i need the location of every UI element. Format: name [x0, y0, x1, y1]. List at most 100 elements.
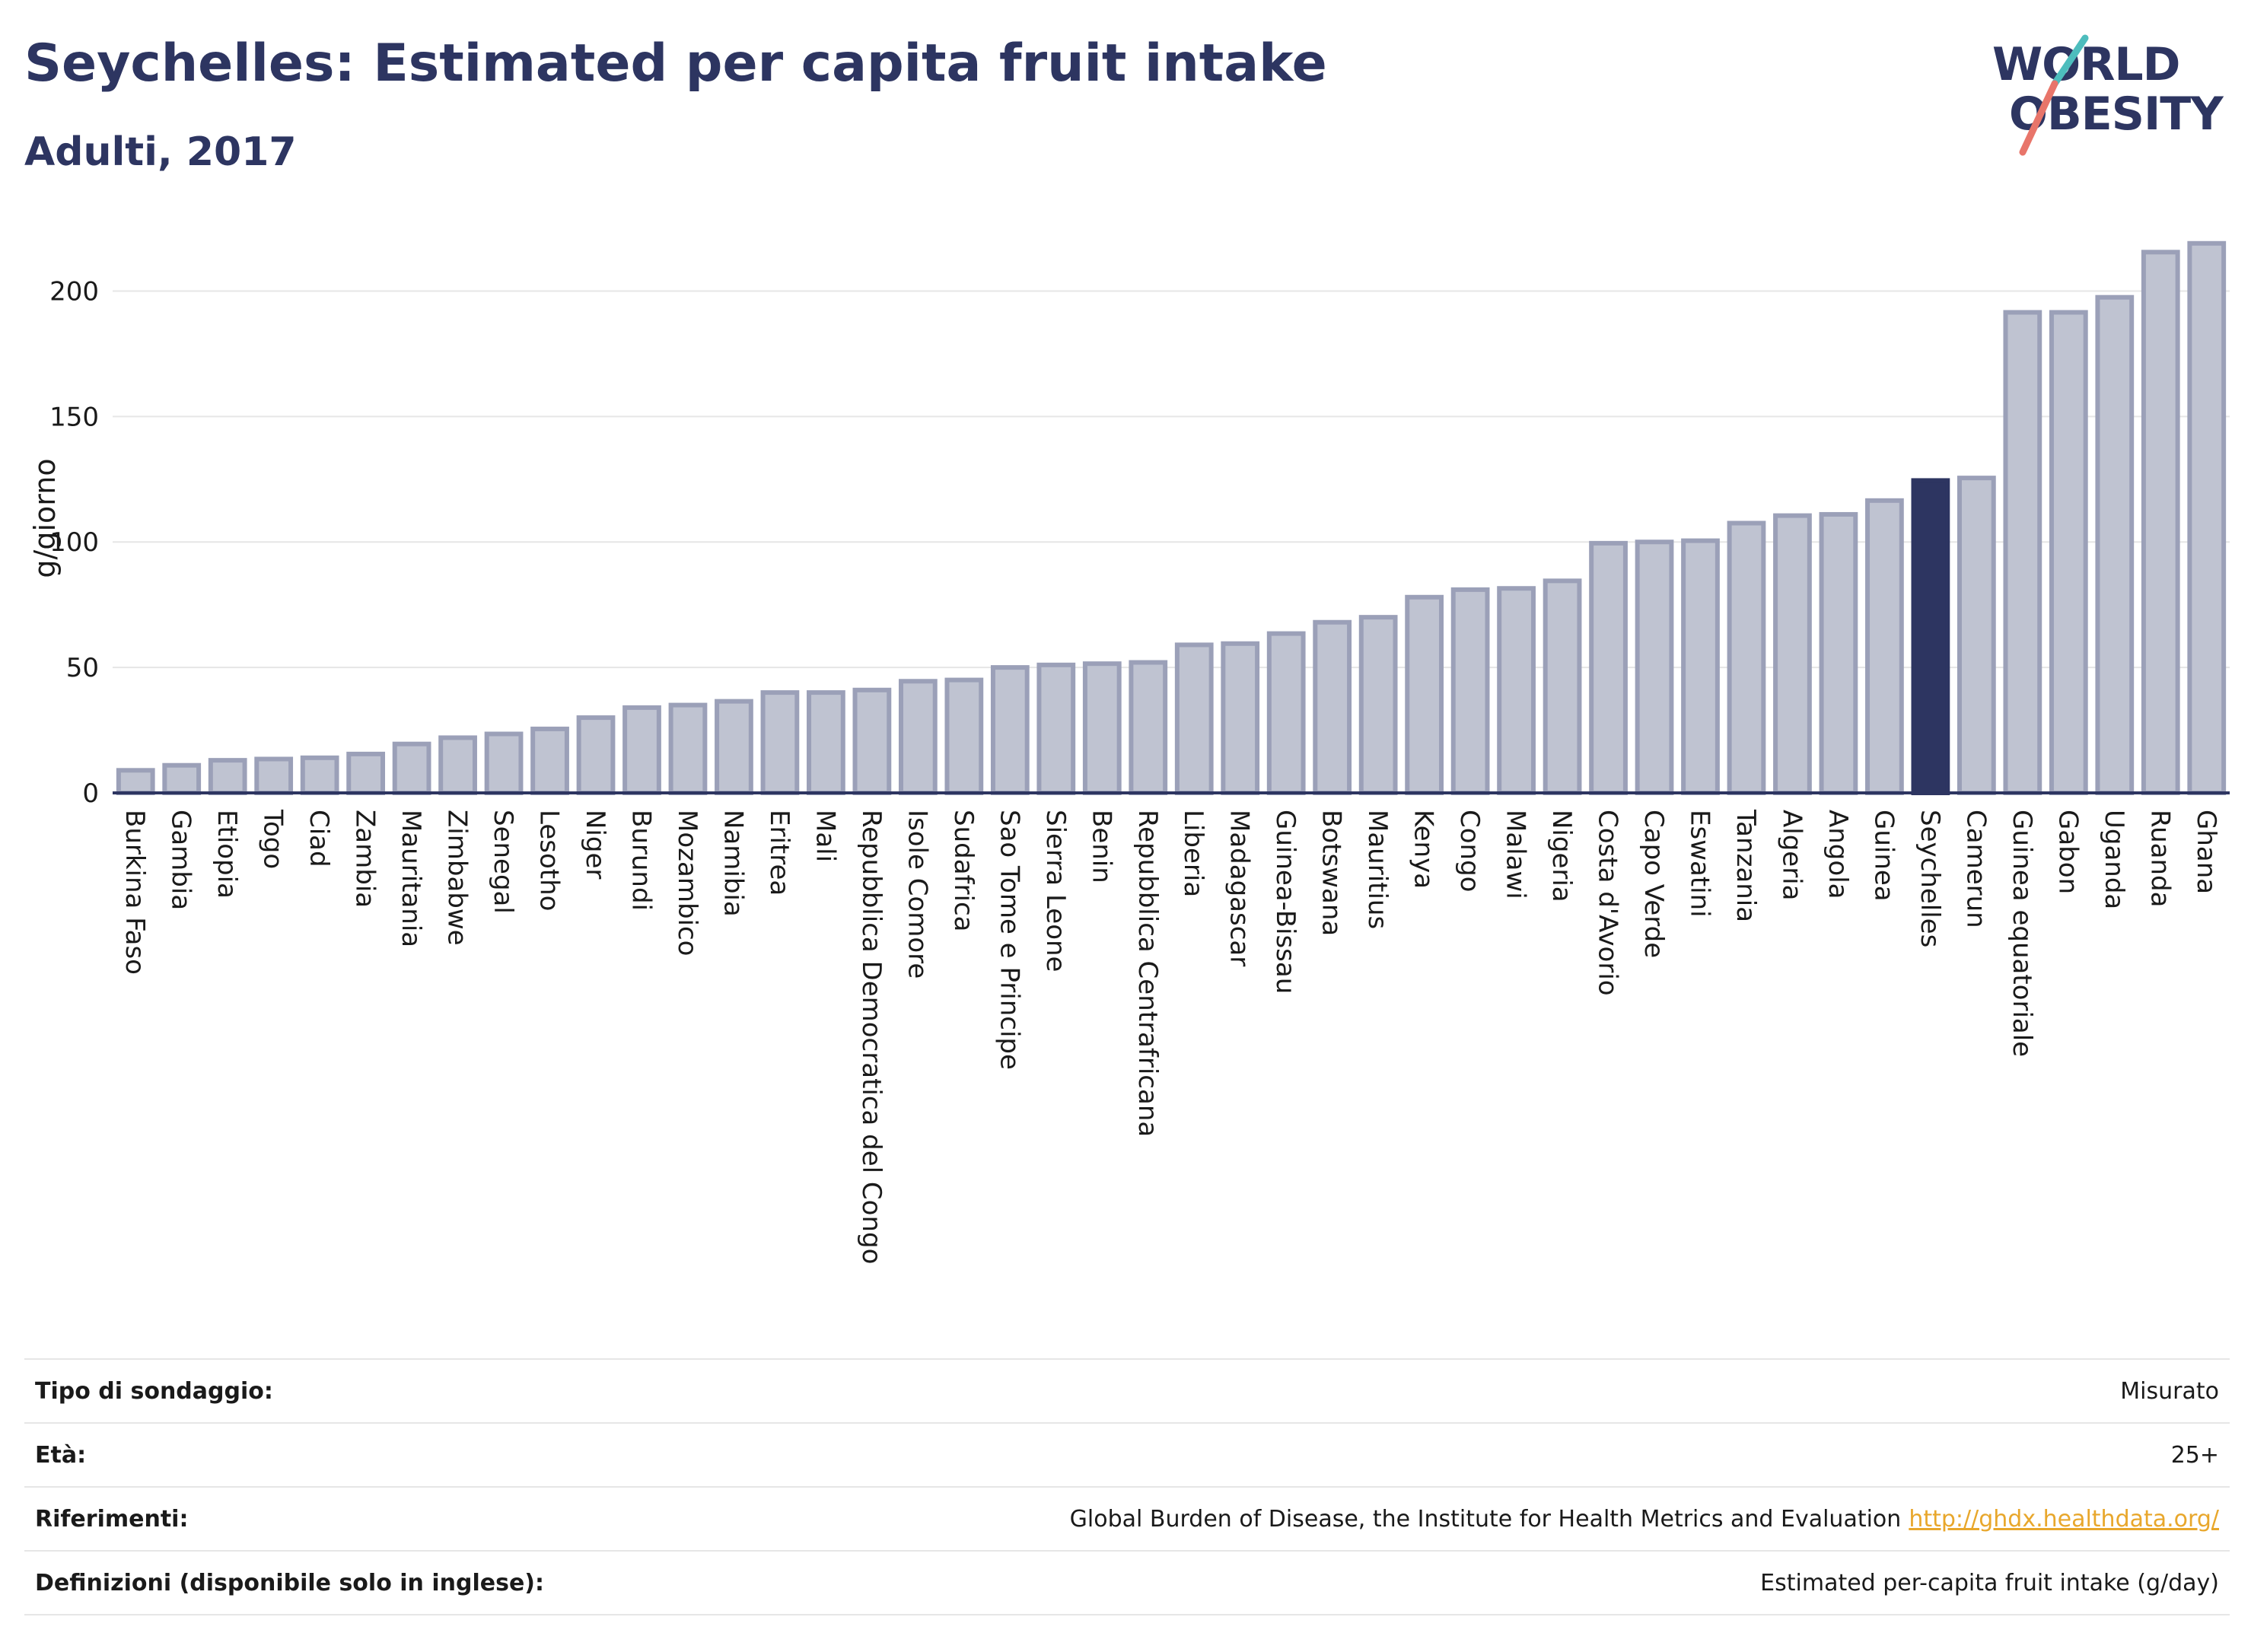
x-tick-label: Gabon — [2052, 810, 2083, 894]
bar — [668, 702, 708, 795]
reference-link[interactable]: http://ghdx.healthdata.org/ — [1909, 1505, 2219, 1533]
bar — [944, 677, 984, 795]
info-value: Misurato — [2120, 1377, 2219, 1405]
y-axis-label: g/giorno — [28, 458, 62, 578]
bar — [2141, 250, 2180, 795]
bar — [1865, 498, 1904, 795]
chart-title: Seychelles: Estimated per capita fruit i… — [24, 33, 1327, 94]
info-label: Tipo di sondaggio: — [35, 1377, 273, 1405]
y-tick-label: 0 — [82, 778, 99, 809]
x-tick-label: Guinea equatoriale — [2007, 810, 2037, 1057]
x-tick-label: Congo — [1454, 810, 1485, 892]
x-tick-label: Etiopia — [212, 810, 242, 899]
x-tick-label: Benin — [1086, 810, 1116, 883]
x-tick-label: Seychelles — [1915, 810, 1945, 947]
bar — [1727, 520, 1766, 795]
x-tick-label: Camerun — [1960, 810, 1991, 928]
bar — [2187, 240, 2227, 795]
bar — [438, 735, 477, 796]
x-tick-label: Angola — [1823, 810, 1853, 899]
x-tick-label: Repubblica Centrafricana — [1132, 810, 1163, 1137]
bar — [1450, 587, 1490, 795]
bar — [1082, 661, 1122, 795]
x-tick-label: Sudafrica — [948, 810, 979, 931]
x-tick-label: Burundi — [626, 810, 657, 911]
x-tick-label: Uganda — [2099, 810, 2129, 909]
info-row-references: Riferimenti: Global Burden of Disease, t… — [24, 1486, 2230, 1550]
bar — [392, 741, 431, 796]
x-tick-label: Eswatini — [1685, 810, 1715, 918]
bar — [1174, 642, 1214, 795]
bar — [807, 690, 845, 795]
x-tick-label: Mali — [810, 810, 840, 862]
bar — [1773, 513, 1812, 795]
x-tick-label: Eritrea — [764, 810, 794, 896]
x-tick-label: Madagascar — [1224, 810, 1255, 966]
info-value-container: Global Burden of Disease, the Institute … — [1070, 1506, 2219, 1533]
info-row-survey-type: Tipo di sondaggio: Misurato — [24, 1358, 2230, 1422]
x-tick-label: Zimbabwe — [442, 810, 473, 946]
info-label: Riferimenti: — [35, 1505, 189, 1533]
world-obesity-logo[interactable]: WORLD OBESITY — [1979, 30, 2237, 167]
bar — [1497, 586, 1536, 796]
bar — [1543, 578, 1582, 795]
bar — [1681, 538, 1720, 795]
x-tick-label: Zambia — [350, 810, 380, 908]
x-tick-label: Ghana — [2191, 810, 2221, 894]
bar — [346, 751, 386, 796]
bar — [1266, 631, 1306, 796]
bar — [2003, 310, 2042, 795]
info-value: Global Burden of Disease, the Institute … — [1069, 1505, 1902, 1533]
x-tick-label: Algeria — [1776, 810, 1807, 900]
bar — [208, 758, 247, 796]
bar — [760, 690, 800, 795]
x-tick-label: Gambia — [166, 810, 196, 910]
x-tick-label: Mauritius — [1362, 810, 1393, 929]
x-tick-label: Senegal — [488, 810, 518, 914]
bar — [116, 768, 155, 796]
x-tick-label: Liberia — [1178, 810, 1208, 897]
bar — [1036, 662, 1076, 796]
logo-slash-icon — [2019, 34, 2089, 156]
x-tick-label: Burkina Faso — [119, 810, 150, 975]
bar — [1589, 540, 1628, 795]
bar — [990, 665, 1030, 795]
x-tick-label: Nigeria — [1546, 810, 1577, 902]
info-label: Definizioni (disponibile solo in inglese… — [35, 1569, 544, 1596]
bar — [484, 731, 524, 795]
bar — [1405, 594, 1444, 795]
bar — [254, 756, 294, 795]
logo-line-2: OBESITY — [2009, 88, 2224, 141]
bar — [1221, 641, 1260, 795]
bar — [530, 726, 569, 796]
x-tick-label: Lesotho — [534, 810, 565, 911]
x-tick-label: Namibia — [718, 810, 748, 917]
info-value: Estimated per-capita fruit intake (g/day… — [1760, 1569, 2219, 1596]
x-tick-label: Togo — [258, 809, 288, 869]
x-tick-label: Sierra Leone — [1040, 810, 1071, 972]
logo-line-1: WORLD — [1992, 38, 2180, 91]
x-tick-label: Guinea — [1868, 810, 1899, 902]
info-row-age: Età: 25+ — [24, 1422, 2230, 1486]
bar — [576, 715, 616, 795]
x-tick-label: Kenya — [1409, 810, 1439, 889]
info-row-definitions: Definizioni (disponibile solo in inglese… — [24, 1550, 2230, 1615]
x-tick-label: Niger — [580, 810, 610, 879]
bar-chart: 0 50 100 150 200 g/giorno Burkina Faso Gambia Et… — [28, 240, 2230, 1264]
y-tick-label: 150 — [49, 402, 99, 432]
bar — [2049, 310, 2088, 795]
bar — [1635, 540, 1674, 795]
x-tick-label: Isole Comore — [902, 810, 932, 979]
x-tick-label: Guinea-Bissau — [1270, 810, 1301, 994]
bar — [1358, 615, 1398, 796]
x-tick-label: Repubblica Democratica del Congo — [856, 810, 887, 1264]
x-tick-label: Tanzania — [1730, 809, 1761, 922]
x-tick-label: Sao Tome e Principe — [994, 810, 1024, 1070]
bar — [1819, 511, 1858, 795]
info-value: 25+ — [2170, 1441, 2219, 1469]
info-label: Età: — [35, 1441, 87, 1469]
y-tick-label: 200 — [49, 276, 99, 307]
bar — [162, 762, 202, 795]
x-tick-label: Mauritania — [396, 810, 426, 947]
x-tick-label: Malawi — [1501, 810, 1531, 899]
